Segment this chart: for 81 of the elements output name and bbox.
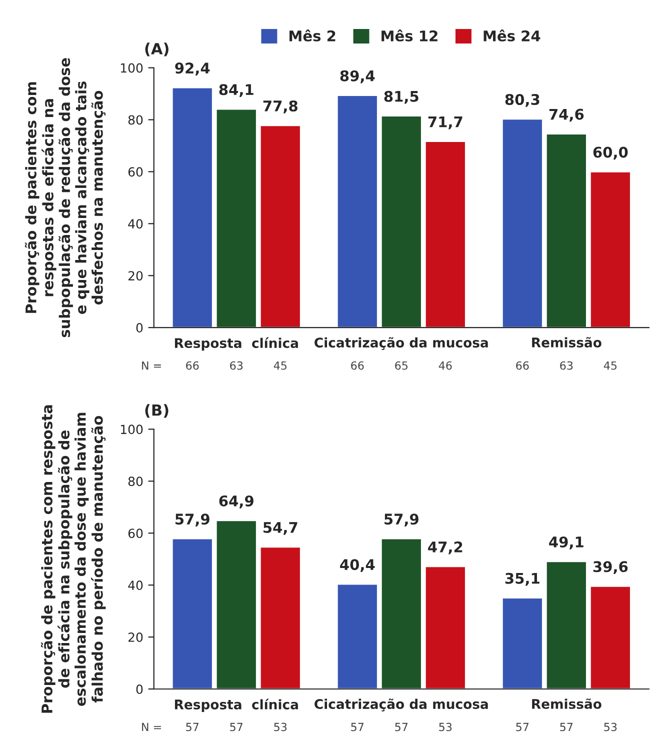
y-axis-title: Proporção de pacientes com respostas de eficácia na subpopulação de redução da dose e que haviam alcançado tais desfechos na manutenção — [24, 58, 106, 338]
y-tick-label: 100 — [120, 63, 143, 73]
text: 57 — [186, 722, 198, 732]
text: 57 — [516, 722, 529, 732]
text: 65 — [395, 361, 408, 370]
text: 66 — [351, 361, 364, 370]
legend-label: Mês 2 — [290, 30, 336, 42]
y-tick-label: 20 — [128, 632, 143, 642]
data-label: 77,8 — [263, 100, 298, 114]
x-tick-label: Resposta clínica — [174, 337, 298, 351]
bar — [259, 546, 302, 689]
y-tick-label: 40 — [128, 580, 143, 590]
text: 45 — [604, 361, 617, 370]
x-tick-label: Remissão — [532, 337, 602, 348]
data-label: 54,7 — [264, 522, 298, 535]
text: 57 — [230, 722, 242, 732]
bar — [171, 538, 214, 689]
text: 45 — [274, 361, 286, 370]
y-tick-label: 0 — [136, 323, 143, 332]
bar — [589, 585, 632, 689]
bar — [259, 124, 302, 328]
bar — [215, 108, 258, 328]
text: 53 — [604, 722, 617, 732]
bar — [380, 115, 422, 328]
text: N = — [142, 722, 161, 732]
x-tick-label: Cicatrização da mucosa — [314, 337, 488, 350]
bar — [380, 538, 422, 689]
data-label: 84,1 — [219, 84, 254, 98]
bar — [545, 560, 588, 689]
bar — [336, 583, 378, 689]
bar — [171, 86, 214, 328]
text: 57 — [560, 722, 573, 732]
y-tick-label: 60 — [128, 167, 143, 177]
data-label: 40,4 — [340, 559, 375, 572]
text: 53 — [439, 722, 452, 732]
y-tick-label: 100 — [120, 424, 143, 434]
bar — [424, 140, 466, 328]
data-label: 57,9 — [384, 514, 418, 527]
text: 63 — [230, 361, 243, 370]
bar — [545, 133, 588, 328]
chart-title: (A) — [145, 42, 168, 56]
bar — [589, 170, 632, 328]
y-tick-label: 60 — [128, 528, 143, 538]
data-label: 39,6 — [593, 561, 628, 574]
data-label: 35,1 — [505, 572, 540, 586]
text: 53 — [274, 722, 287, 732]
data-label: 74,6 — [549, 108, 584, 122]
bar — [336, 94, 378, 328]
data-label: 64,9 — [219, 495, 254, 508]
legend-label: Mês 24 — [484, 30, 540, 42]
y-tick-label: 80 — [128, 115, 143, 125]
text: 66 — [186, 361, 199, 370]
data-label: 47,2 — [428, 541, 462, 554]
y-tick-label: 40 — [128, 219, 143, 229]
data-label: 57,9 — [176, 514, 210, 527]
x-tick-label: Resposta clínica — [174, 698, 298, 712]
legend-label: Mês 12 — [382, 30, 438, 42]
text: 66 — [516, 361, 529, 370]
data-label: 81,5 — [384, 90, 418, 104]
y-tick-label: 80 — [128, 476, 143, 486]
data-label: 92,4 — [175, 62, 210, 76]
data-label: 80,3 — [505, 94, 540, 107]
text: 63 — [560, 361, 573, 370]
bar — [501, 118, 544, 328]
bar — [501, 597, 544, 689]
chart-title: (B) — [145, 404, 168, 418]
text: 46 — [438, 361, 452, 370]
text: 57 — [395, 722, 408, 732]
bar — [424, 566, 466, 689]
x-tick-label: Cicatrização da mucosa — [314, 698, 488, 712]
y-tick-label: 0 — [136, 684, 143, 694]
bar — [215, 520, 258, 689]
y-axis-title: Proporção de pacientes com resposta de eficácia na subpopulação de escalonamento da dose que haviam falhado no período de manutenção — [40, 405, 106, 713]
text: N = — [142, 361, 161, 370]
data-label: 71,7 — [428, 116, 462, 130]
data-label: 49,1 — [549, 536, 584, 550]
text: 57 — [351, 722, 364, 732]
data-label: 60,0 — [593, 146, 628, 160]
x-tick-label: Remissão — [532, 698, 602, 709]
y-tick-label: 20 — [128, 271, 143, 281]
data-label: 89,4 — [340, 70, 375, 84]
